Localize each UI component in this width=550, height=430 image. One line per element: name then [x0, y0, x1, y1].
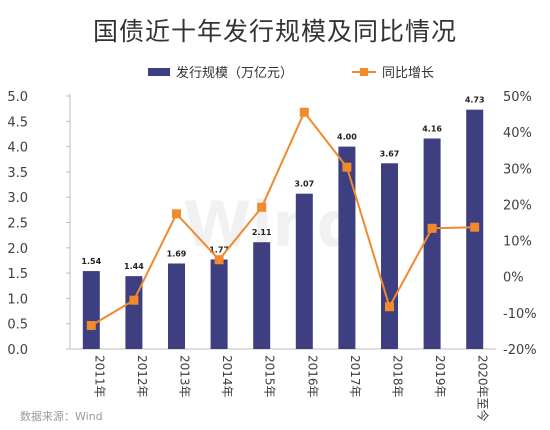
- right-tick-label: -10%: [503, 307, 537, 322]
- growth-line-group: [86, 107, 480, 331]
- x-tick-label: 2016年: [305, 355, 319, 398]
- growth-point: [427, 223, 437, 233]
- left-tick-label: 2.0: [7, 242, 28, 257]
- x-tick-label: 2012年: [135, 355, 149, 398]
- right-tick-label: 10%: [503, 235, 532, 250]
- axes-group: 0.0 0.5 1.0 1.5 2.0 2.5 3.0 3.5 4.0 4.5 5.0 -20% -10…: [7, 90, 536, 358]
- right-tick-label: 20%: [503, 198, 532, 213]
- bar: [381, 163, 398, 349]
- bar-value-label: 1.77: [209, 245, 229, 254]
- bar: [125, 276, 143, 349]
- left-tick-label: 1.5: [7, 267, 28, 282]
- bar-value-label: 1.54: [81, 257, 101, 266]
- chart-title: 国债近十年发行规模及同比情况: [92, 17, 457, 46]
- bar-value-label: 1.44: [124, 262, 144, 271]
- left-tick-label: 5.0: [7, 90, 28, 105]
- bar: [168, 263, 185, 349]
- bar-value-label: 3.07: [294, 180, 314, 189]
- x-tick-label: 2020年至今: [476, 355, 491, 422]
- left-tick-label: 2.5: [7, 217, 28, 232]
- legend-bar-label: 发行规模（万亿元）: [176, 66, 294, 81]
- right-tick-label: 50%: [503, 90, 532, 105]
- growth-point: [172, 209, 181, 219]
- right-tick-label: 0%: [503, 271, 524, 286]
- bar-value-label: 3.67: [380, 149, 400, 158]
- legend-line-label: 同比增长: [382, 66, 435, 81]
- x-tick-labels-group: 2011年 2012年 2013年 2014年 2015年 2016年 2017年 2018年…: [92, 355, 490, 422]
- source-note: 数据来源：Wind: [20, 410, 103, 423]
- bar: [82, 271, 100, 349]
- growth-point: [342, 162, 352, 172]
- x-tick-label: 2011年: [92, 355, 106, 398]
- x-tick-label: 2013年: [178, 355, 192, 398]
- growth-point: [129, 295, 139, 305]
- left-tick-label: 0.5: [7, 318, 28, 333]
- right-tick-label: -20%: [503, 343, 537, 358]
- legend-line-swatch: [352, 67, 376, 77]
- right-tick-label: 40%: [503, 126, 532, 141]
- left-tick-label: 3.0: [7, 191, 28, 206]
- left-tick-label: 1.0: [7, 292, 28, 307]
- growth-line: [90, 110, 475, 327]
- left-tick-label: 4.0: [7, 141, 28, 156]
- x-tick-label: 2015年: [263, 355, 277, 398]
- bar-value-label: 4.16: [422, 125, 442, 134]
- growth-point: [214, 255, 224, 265]
- bar-value-label: 1.69: [167, 249, 187, 258]
- bar-labels-group: 1.54 1.44 1.69 1.77 2.11 3.07 4.00 3.67 4.16 4.73: [81, 96, 484, 271]
- legend: 发行规模（万亿元） 同比增长: [0, 62, 550, 82]
- growth-point: [299, 107, 309, 117]
- legend-item-bar: 发行规模（万亿元）: [148, 62, 293, 81]
- bar-value-label: 4.00: [337, 133, 357, 142]
- bar: [423, 138, 441, 349]
- growth-point: [470, 222, 480, 232]
- bar: [253, 242, 271, 349]
- left-tick-label: 3.5: [7, 166, 28, 181]
- bar: [295, 193, 313, 349]
- legend-item-line: 同比增长: [352, 62, 434, 81]
- bar: [338, 146, 356, 349]
- bar: [210, 259, 228, 349]
- watermark: Wind: [183, 188, 361, 261]
- x-tick-label: 2014年: [220, 355, 234, 398]
- growth-point: [86, 321, 96, 331]
- x-tick-label: 2018年: [391, 355, 405, 398]
- legend-bar-swatch: [148, 67, 170, 76]
- right-tick-label: 30%: [503, 162, 532, 177]
- bar-value-label: 4.73: [465, 96, 485, 105]
- bar-value-label: 2.11: [252, 228, 272, 237]
- left-tick-label: 4.5: [7, 115, 28, 130]
- x-tick-label: 2019年: [433, 355, 447, 398]
- x-tick-label: 2017年: [348, 355, 362, 398]
- growth-point: [257, 202, 267, 212]
- growth-point: [385, 302, 394, 312]
- left-tick-label: 0.0: [7, 343, 28, 358]
